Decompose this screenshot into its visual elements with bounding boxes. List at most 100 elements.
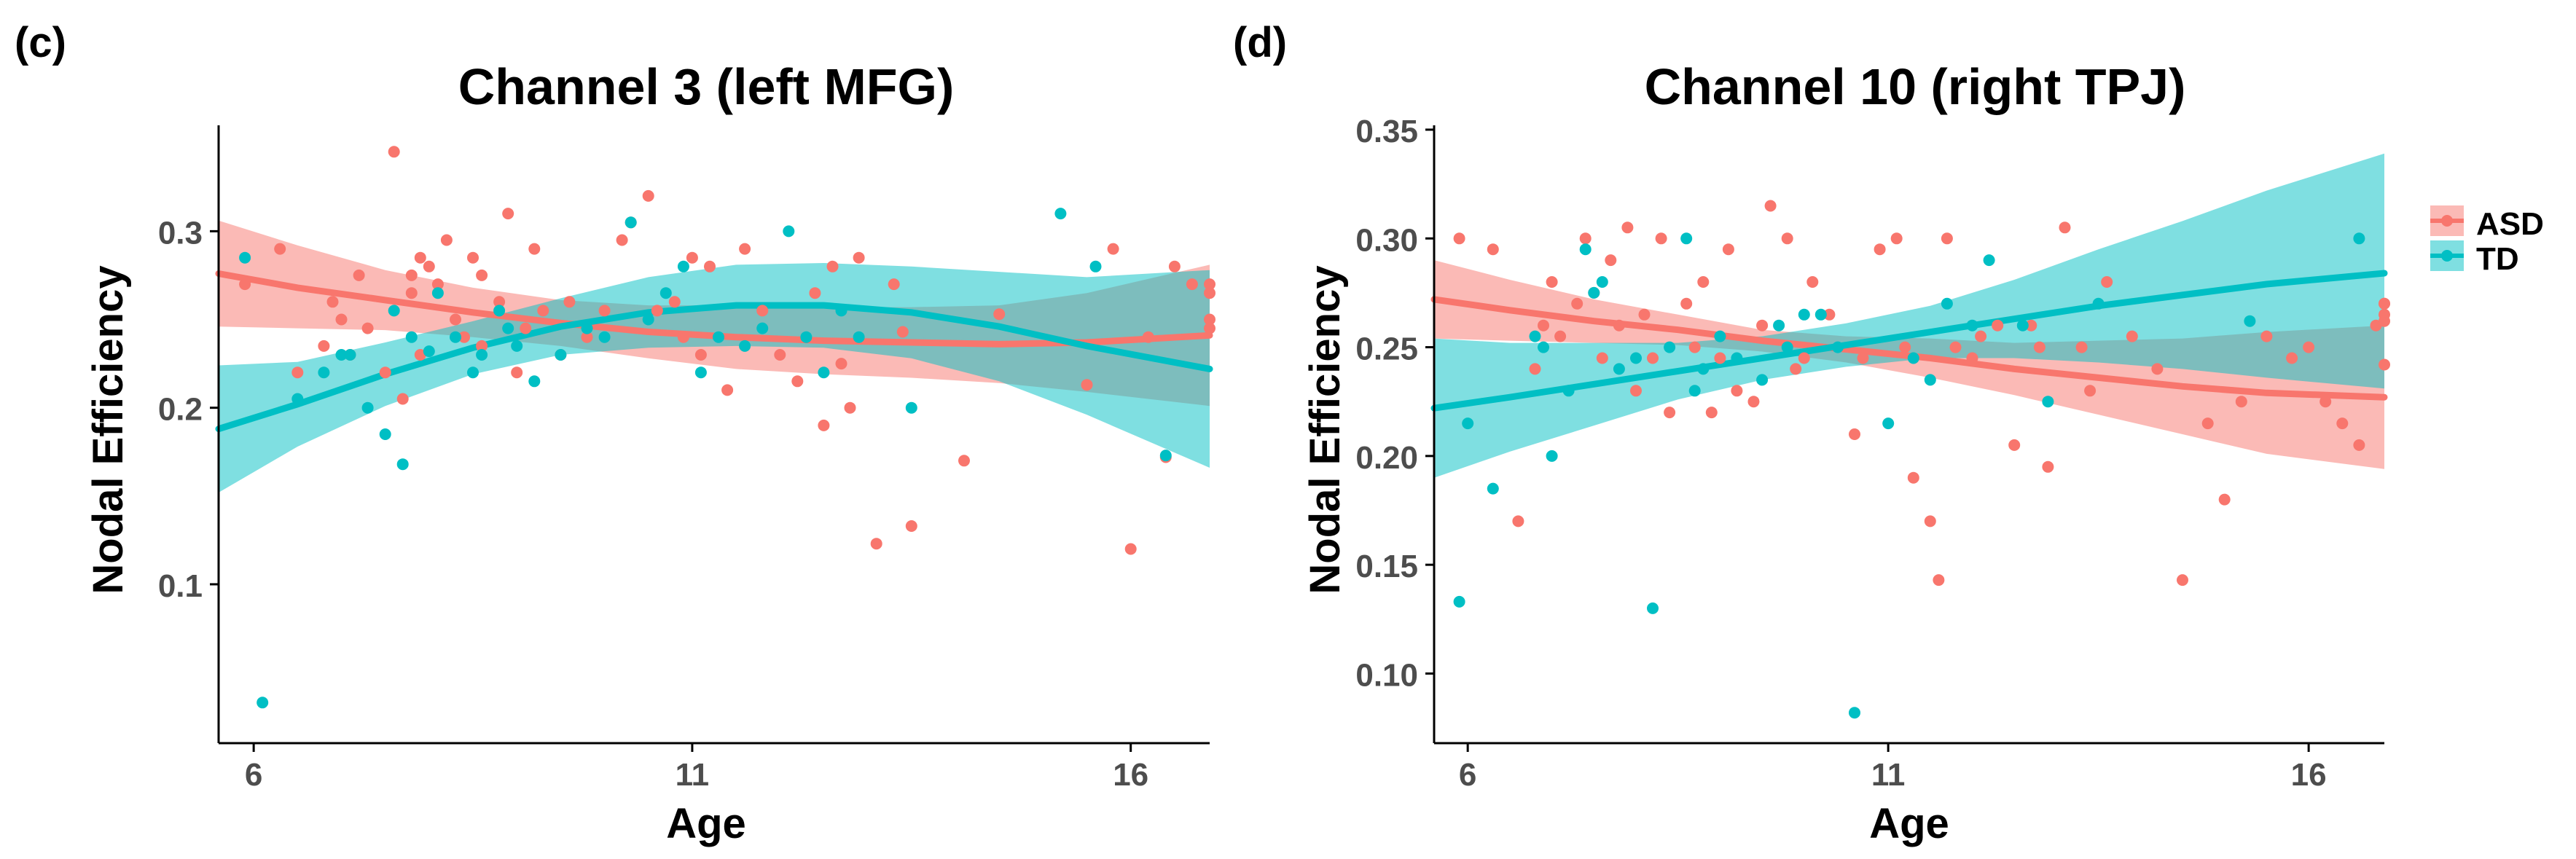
fit-line-asd xyxy=(1430,296,2388,401)
data-point-td xyxy=(739,340,751,352)
data-point-asd xyxy=(1790,363,1802,375)
data-point-asd xyxy=(1647,352,1659,364)
data-point-td xyxy=(1462,417,1474,430)
data-point-asd xyxy=(2042,460,2054,473)
data-point-td xyxy=(1849,707,1860,719)
data-point-td xyxy=(1773,319,1785,332)
data-point-asd xyxy=(616,234,628,246)
data-point-td xyxy=(905,401,917,414)
data-point-asd xyxy=(493,296,506,308)
data-point-asd xyxy=(379,366,391,379)
data-point-asd xyxy=(1899,341,1911,353)
data-point-td xyxy=(1882,417,1895,430)
data-point-asd xyxy=(668,296,681,308)
data-point-asd xyxy=(2084,385,2097,397)
data-point-td xyxy=(713,331,724,343)
data-point-asd xyxy=(1705,407,1718,419)
data-point-td xyxy=(1798,308,1810,321)
data-point-asd xyxy=(1764,200,1777,212)
data-point-asd xyxy=(405,287,418,299)
data-point-asd xyxy=(1975,330,1987,342)
data-point-asd xyxy=(335,313,348,326)
data-point-asd xyxy=(1992,319,2004,332)
data-point-td xyxy=(1487,482,1499,495)
data-point-td xyxy=(694,366,707,379)
data-point-td xyxy=(677,260,689,272)
data-point-asd xyxy=(1613,319,1625,332)
data-point-asd xyxy=(993,308,1006,321)
data-point-asd xyxy=(598,305,611,317)
data-point-asd xyxy=(414,251,426,264)
data-point-asd xyxy=(2379,297,2390,310)
data-point-asd xyxy=(528,243,541,255)
data-point-asd xyxy=(1204,313,1215,326)
data-point-td xyxy=(467,366,479,379)
ci-band-asd xyxy=(1434,260,2384,469)
data-point-asd xyxy=(537,305,549,317)
data-point-asd xyxy=(844,401,856,414)
data-point-asd xyxy=(2336,417,2349,430)
data-point-td xyxy=(423,345,435,358)
data-point-asd xyxy=(1697,276,1710,288)
data-point-td xyxy=(1680,232,1693,245)
data-point-asd xyxy=(274,243,286,255)
ci-bands-d xyxy=(1434,153,2384,478)
data-point-asd xyxy=(958,455,970,467)
data-point-asd xyxy=(1168,260,1181,272)
data-point-td xyxy=(2092,297,2105,310)
data-point-asd xyxy=(1529,363,1541,375)
data-point-asd xyxy=(1907,471,1919,484)
fit-lines-c xyxy=(215,270,1213,433)
data-point-asd xyxy=(1605,254,1617,267)
scatter-points-c xyxy=(239,146,1215,709)
data-point-asd xyxy=(651,305,663,317)
y-axis-title-d: Nodal Efficiency xyxy=(1301,265,1349,594)
data-point-td xyxy=(335,349,348,361)
data-point-asd xyxy=(1924,515,1936,527)
data-point-td xyxy=(1054,208,1067,220)
chart-title-d: Channel 10 (right TPJ) xyxy=(1645,58,2186,115)
data-point-asd xyxy=(905,520,917,532)
data-point-td xyxy=(493,305,506,317)
data-point-td xyxy=(642,313,654,326)
data-point-td xyxy=(1781,341,1793,353)
legend-item-asd: ASD xyxy=(2430,205,2544,242)
x-axis-title-c: Age xyxy=(666,800,746,847)
data-point-td xyxy=(625,216,637,229)
data-point-asd xyxy=(502,208,514,220)
data-point-td xyxy=(1579,243,1592,256)
data-point-asd xyxy=(1680,297,1693,310)
data-point-asd xyxy=(2319,396,2332,408)
data-point-asd xyxy=(353,269,365,281)
data-point-asd xyxy=(1453,232,1465,245)
legend-label-td: TD xyxy=(2476,241,2519,277)
data-point-td xyxy=(257,697,269,709)
scatter-points-d xyxy=(1453,200,2390,719)
data-point-asd xyxy=(405,269,418,281)
data-point-td xyxy=(659,287,672,299)
data-point-asd xyxy=(2008,439,2021,451)
data-point-asd xyxy=(476,269,488,281)
data-point-td xyxy=(511,340,523,352)
data-point-td xyxy=(818,366,830,379)
data-point-td xyxy=(528,375,541,388)
panel-label-d: (d) xyxy=(1233,19,1287,66)
data-point-td xyxy=(1647,602,1659,614)
data-point-asd xyxy=(853,251,865,264)
data-point-asd xyxy=(1857,352,1869,364)
data-point-asd xyxy=(1512,515,1524,527)
data-point-asd xyxy=(1933,574,1945,587)
data-point-asd xyxy=(704,260,716,272)
data-point-td xyxy=(1664,341,1676,353)
x-tick-label: 11 xyxy=(1871,757,1906,793)
data-point-asd xyxy=(1949,341,1962,353)
data-point-td xyxy=(756,322,769,334)
data-point-td xyxy=(1688,385,1701,397)
data-point-td xyxy=(396,458,409,471)
data-point-asd xyxy=(2286,352,2298,364)
data-point-asd xyxy=(694,349,707,361)
data-point-asd xyxy=(563,296,576,308)
legend-dot-td xyxy=(2441,250,2453,262)
ci-bands-c xyxy=(219,220,1210,493)
